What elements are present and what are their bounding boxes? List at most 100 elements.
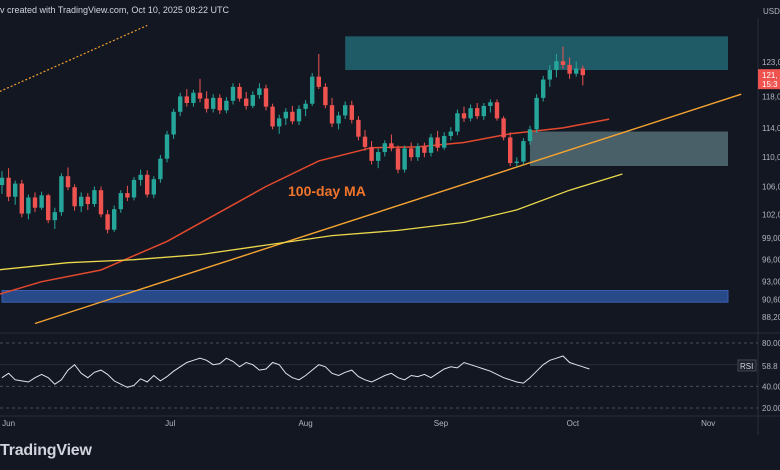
candle-body bbox=[376, 152, 381, 161]
time-tick-label: Aug bbox=[298, 419, 312, 428]
candle-body bbox=[442, 135, 447, 148]
candle-body bbox=[65, 176, 71, 188]
ascending-trendline bbox=[34, 93, 742, 325]
candle-body bbox=[112, 209, 117, 230]
candle-body bbox=[204, 98, 209, 109]
candle-body bbox=[6, 177, 11, 197]
candle-body bbox=[494, 102, 500, 119]
time-tick-label: Nov bbox=[701, 419, 715, 428]
candle-body bbox=[230, 86, 236, 101]
price-tick-label: 102,0 bbox=[762, 210, 780, 219]
candle-body bbox=[461, 113, 467, 119]
candle-body bbox=[178, 96, 183, 112]
price-tick-label: 99,00 bbox=[762, 234, 780, 243]
candle-body bbox=[270, 106, 275, 127]
tradingview-logo: TradingView bbox=[0, 442, 92, 459]
rsi-tick-label: 40.00 bbox=[762, 382, 780, 391]
candle-body bbox=[283, 111, 288, 119]
rsi-line bbox=[1, 355, 590, 388]
candle-body bbox=[72, 187, 77, 207]
candle-body bbox=[310, 76, 315, 104]
candle-body bbox=[501, 118, 506, 138]
candle-body bbox=[422, 146, 427, 153]
candle-body bbox=[329, 105, 335, 124]
candle-body bbox=[448, 131, 453, 136]
candle-body bbox=[13, 183, 18, 197]
candle-body bbox=[217, 97, 222, 111]
candle-body bbox=[151, 179, 156, 195]
last-price-label: 121, bbox=[762, 71, 778, 80]
candle-body bbox=[184, 96, 189, 103]
candle-body bbox=[508, 137, 513, 164]
candle-body bbox=[164, 134, 170, 159]
candle-body bbox=[369, 146, 374, 161]
candle-body bbox=[125, 193, 130, 198]
candle-body bbox=[46, 195, 51, 221]
candle-body bbox=[158, 158, 163, 180]
moving-average-200 bbox=[0, 173, 623, 271]
candle-body bbox=[118, 193, 123, 210]
time-tick-label: Jun bbox=[2, 419, 15, 428]
candle-body bbox=[32, 197, 38, 208]
candle-body bbox=[534, 97, 539, 130]
candle-body bbox=[389, 143, 394, 149]
candle-body bbox=[514, 161, 519, 164]
rsi-label: RSI bbox=[740, 362, 753, 371]
candle-body bbox=[580, 68, 585, 76]
price-tick-label: 106,0 bbox=[762, 182, 780, 191]
candle-body bbox=[59, 176, 64, 213]
price-tick-label: 118,0 bbox=[762, 92, 780, 101]
time-tick-label: Sep bbox=[434, 419, 449, 428]
currency-label: USD bbox=[763, 7, 780, 16]
rsi-tick-label: 80.00 bbox=[762, 339, 780, 348]
candle-body bbox=[191, 92, 196, 103]
candle-body bbox=[468, 108, 473, 119]
candle-body bbox=[26, 197, 31, 214]
candle-body bbox=[395, 148, 401, 170]
candle-body bbox=[455, 113, 460, 132]
candle-body bbox=[428, 137, 434, 153]
candle-body bbox=[138, 174, 143, 180]
last-price-badge bbox=[758, 69, 780, 90]
candle-body bbox=[296, 108, 302, 122]
ma-annotation: 100-day MA bbox=[288, 183, 366, 199]
rsi-value-label: 58.8 bbox=[762, 362, 778, 371]
candle-body bbox=[488, 102, 493, 106]
candle-body bbox=[574, 68, 579, 74]
price-tick-label: 88,20 bbox=[762, 313, 780, 322]
price-tick-label: 114,0 bbox=[762, 124, 780, 133]
chart-header: v created with TradingView.com, Oct 10, … bbox=[0, 5, 229, 15]
candle-body bbox=[197, 92, 203, 99]
candle-body bbox=[145, 174, 150, 195]
countdown-label: 15:3 bbox=[762, 80, 778, 89]
candle-body bbox=[131, 179, 137, 198]
candle-body bbox=[435, 137, 440, 148]
candle-body bbox=[250, 94, 255, 106]
candle-body bbox=[52, 212, 57, 221]
candle-body bbox=[244, 98, 249, 106]
candle-body bbox=[560, 61, 566, 65]
price-tick-label: 123,0 bbox=[762, 58, 780, 67]
price-tick-label: 93,00 bbox=[762, 278, 780, 287]
candle-body bbox=[481, 105, 486, 117]
price-tick-label: 110,0 bbox=[762, 153, 780, 162]
candle-body bbox=[263, 88, 269, 107]
time-tick-label: Oct bbox=[567, 419, 580, 428]
candle-body bbox=[323, 86, 328, 106]
candle-body bbox=[79, 196, 84, 207]
candle-body bbox=[211, 97, 216, 109]
support-zone bbox=[1, 290, 729, 303]
candle-body bbox=[257, 88, 262, 95]
candle-body bbox=[19, 183, 24, 214]
resistance-zone bbox=[345, 36, 728, 71]
candle-body bbox=[382, 143, 387, 153]
candle-body bbox=[303, 103, 308, 109]
candle-body bbox=[409, 148, 414, 158]
candle-body bbox=[85, 196, 90, 205]
upper-channel-line bbox=[0, 24, 148, 93]
price-tick-label: 90,60 bbox=[762, 295, 780, 304]
candle-body bbox=[237, 86, 242, 99]
candle-body bbox=[336, 115, 341, 124]
candle-body bbox=[362, 136, 368, 147]
